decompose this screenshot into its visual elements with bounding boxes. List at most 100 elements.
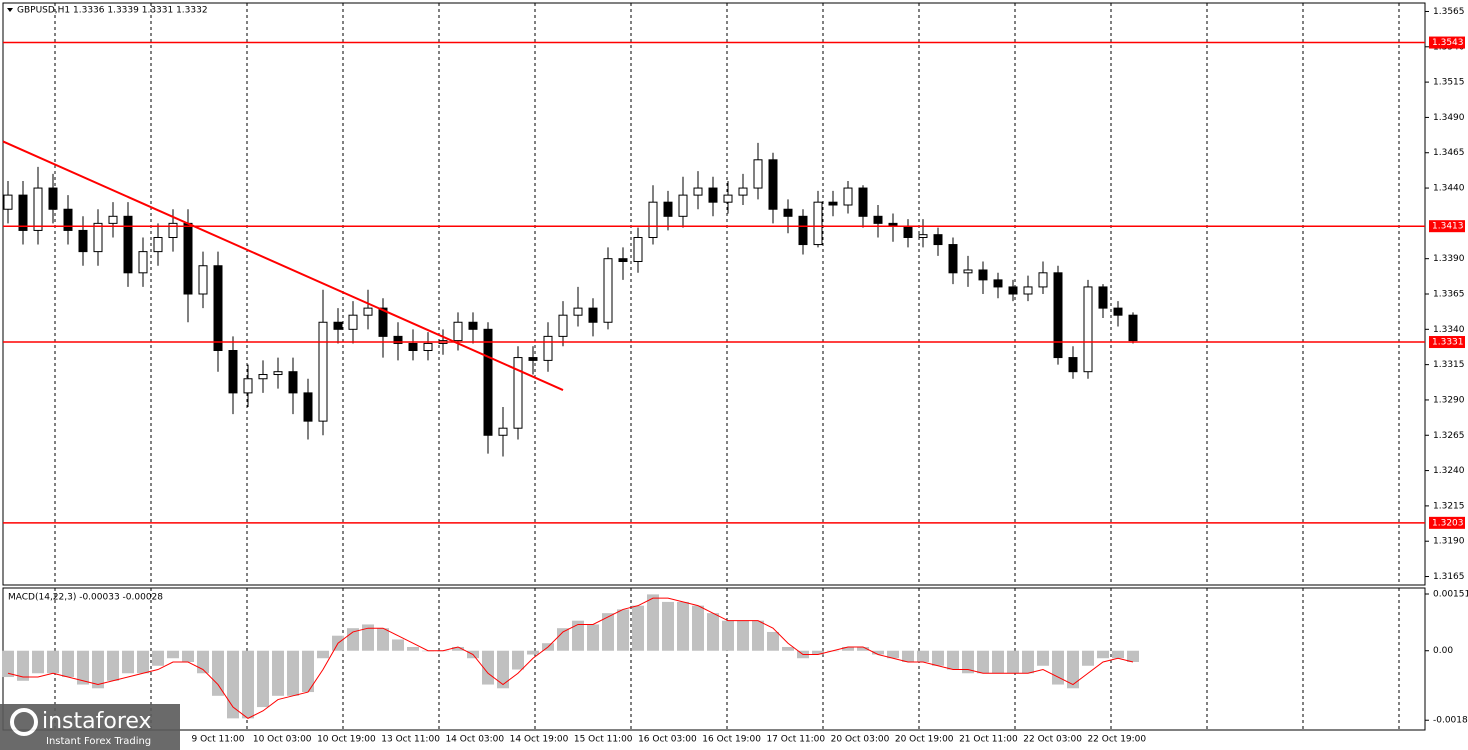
candle-body [333, 321, 343, 330]
candle-body [33, 187, 43, 231]
candle-body [1113, 307, 1123, 316]
candle-body [138, 251, 148, 274]
watermark-logo [10, 708, 38, 736]
x-tick-label: 20 Oct 03:00 [831, 735, 890, 745]
level-label: 1.3203 [1432, 518, 1464, 528]
candle-body [348, 314, 358, 330]
candle-body [828, 201, 838, 206]
candle-body [663, 201, 673, 217]
candle-body [633, 236, 643, 263]
macd-bar [1037, 650, 1049, 666]
x-tick-label: 22 Oct 19:00 [1087, 735, 1146, 745]
macd-bar [587, 624, 599, 651]
macd-bar [992, 650, 1004, 674]
y-tick-label: 1.3265 [1433, 431, 1465, 441]
candle-body [783, 208, 793, 217]
candle-body [933, 234, 943, 246]
candle-body [753, 159, 763, 189]
macd-bar [947, 650, 959, 670]
y-tick-label: 1.3565 [1433, 7, 1465, 17]
menu-arrow[interactable] [7, 8, 13, 12]
candle-body [513, 357, 523, 429]
macd-bar [782, 646, 794, 651]
candle-body [873, 215, 883, 224]
x-tick-label: 10 Oct 19:00 [317, 735, 376, 745]
candle-body [1053, 272, 1063, 359]
candle-body [363, 307, 373, 316]
y-tick-label: -0.00185 [1433, 716, 1468, 726]
candle-body [453, 321, 463, 342]
candle-body [618, 258, 628, 263]
macd-bar [1067, 650, 1079, 689]
macd-bar [497, 650, 509, 689]
candle-body [153, 236, 163, 253]
macd-bar [752, 620, 764, 651]
macd-bar [662, 601, 674, 651]
macd-bar [917, 650, 929, 663]
macd-bar [872, 650, 884, 655]
candle-body [813, 201, 823, 246]
candle-body [93, 222, 103, 253]
macd-bar [677, 601, 689, 651]
candle-body [1023, 286, 1033, 295]
x-tick-label: 10 Oct 03:00 [253, 735, 312, 745]
candle-body [183, 222, 193, 295]
macd-bar [632, 605, 644, 651]
macd-bar [302, 650, 314, 693]
candle-body [993, 279, 1003, 288]
x-tick-label: 13 Oct 11:00 [381, 735, 440, 745]
chart-title: GBPUSD,H1 1.3336 1.3339 1.3331 1.3332 [17, 6, 208, 16]
macd-signal [7, 597, 1134, 719]
candle-body [858, 187, 868, 217]
candle-body [723, 194, 733, 203]
macd-bar [887, 650, 899, 659]
candle-body [1098, 286, 1108, 309]
y-tick-label: 1.3290 [1433, 395, 1465, 405]
macd-bar [692, 605, 704, 651]
level-label: 1.3331 [1432, 338, 1464, 348]
y-tick-label: 1.3365 [1433, 290, 1465, 300]
candle-body [678, 194, 688, 217]
macd-bar [362, 624, 374, 651]
candle-body [408, 342, 418, 352]
x-tick-label: 17 Oct 11:00 [766, 735, 825, 745]
macd-bar [557, 628, 569, 651]
y-tick-label: 0.00151 [1433, 590, 1468, 600]
candle-body [168, 222, 178, 238]
macd-label: MACD(14,22,3) -0.00033 -0.00028 [8, 593, 163, 603]
candle-body [738, 187, 748, 196]
candle-body [948, 244, 958, 274]
candle-body [1083, 286, 1093, 373]
y-tick-label: 0.00 [1433, 646, 1453, 656]
trendline [2, 140, 564, 391]
candle-body [768, 159, 778, 210]
candle-body [318, 321, 328, 422]
candle-body [18, 194, 28, 231]
candle-body [108, 215, 118, 224]
y-tick-label: 1.3340 [1433, 325, 1465, 335]
candle-body [243, 378, 253, 394]
macd-bar [1082, 650, 1094, 666]
candle-body [123, 215, 133, 274]
x-tick-label: 22 Oct 03:00 [1023, 735, 1082, 745]
candle-body [918, 234, 928, 238]
macd-bar [407, 646, 419, 651]
y-tick-label: 1.3190 [1433, 537, 1465, 547]
macd-bar [977, 650, 989, 674]
macd-bar [2, 650, 14, 678]
candle-body [1008, 286, 1018, 295]
x-tick-label: 15 Oct 11:00 [574, 735, 633, 745]
macd-bar [212, 650, 224, 696]
macd-bar [152, 650, 164, 666]
macd-bar [1097, 650, 1109, 659]
level-tag [1429, 516, 1465, 529]
candle-body [708, 187, 718, 203]
macd-bar [227, 650, 239, 719]
macd-bar [242, 650, 254, 719]
candle-body [588, 307, 598, 323]
watermark-name: instaforex [42, 709, 152, 734]
macd-bar [572, 620, 584, 651]
macd-bar [122, 650, 134, 674]
candle-body [1038, 272, 1048, 288]
